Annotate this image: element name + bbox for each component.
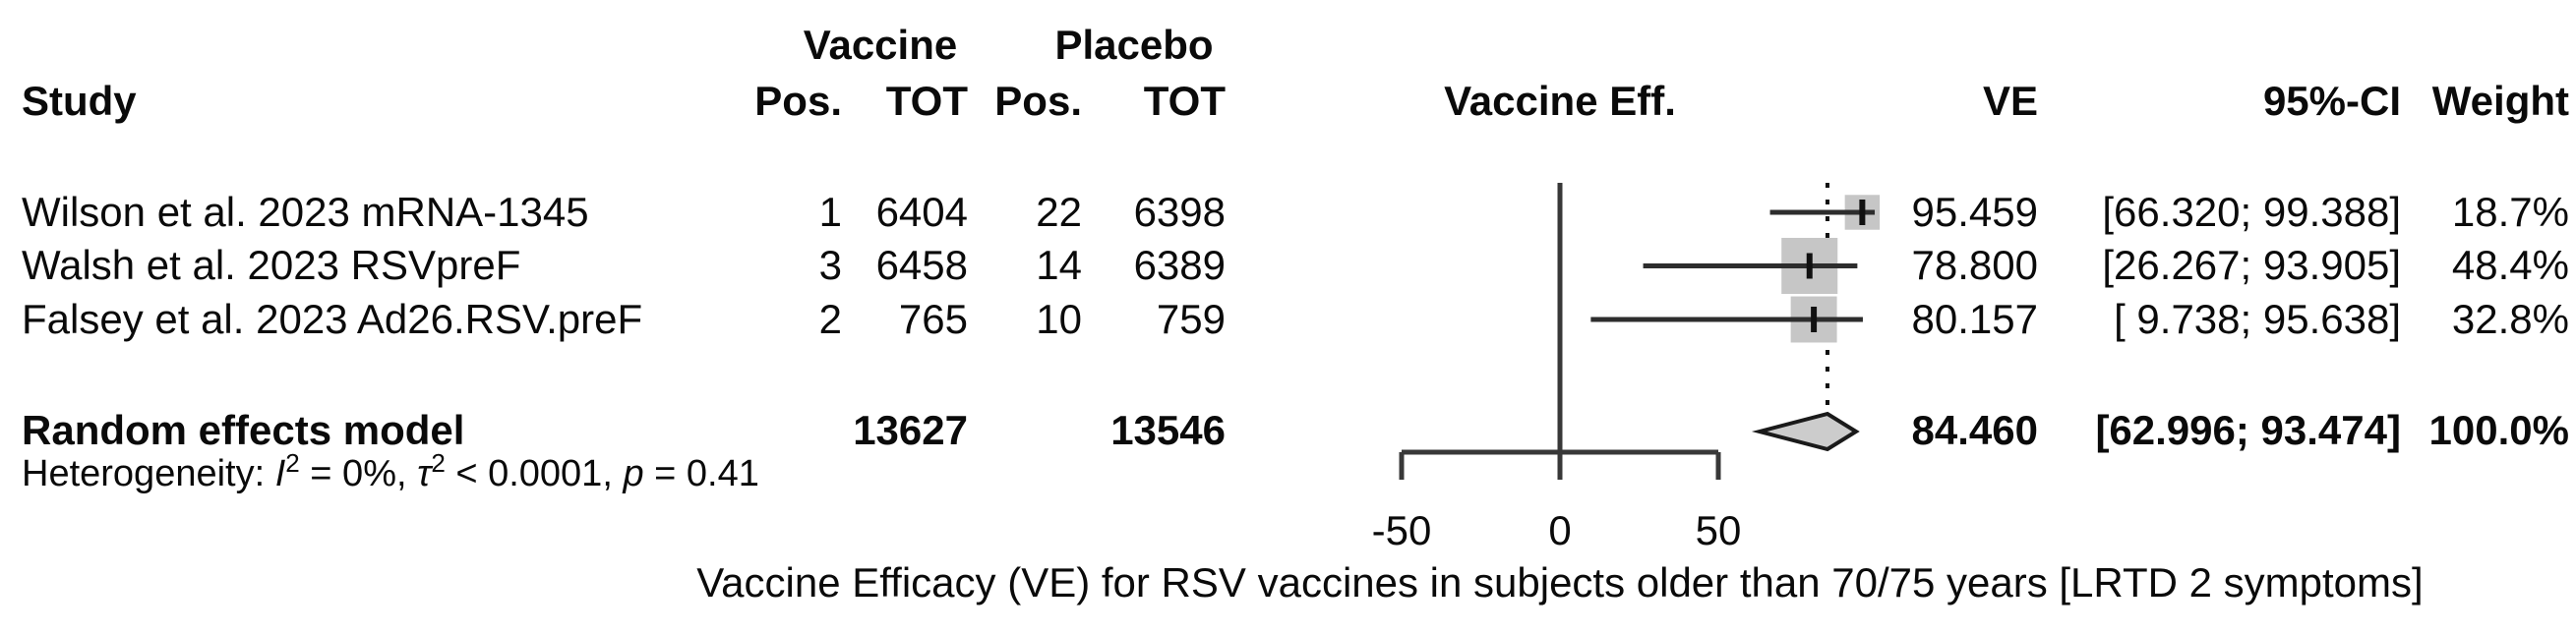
- ve-value: 80.157: [1911, 296, 2038, 342]
- ve-value: 95.459: [1911, 189, 2038, 235]
- plot-column-header: Vaccine Eff.: [1444, 78, 1676, 124]
- placebo-group-header: Placebo: [1054, 22, 1214, 68]
- weight-column-header: Weight: [2431, 78, 2569, 124]
- vaccine-tot: 6404: [875, 189, 968, 235]
- heterogeneity-text-part: < 0.0001,: [445, 453, 624, 494]
- summary-ve-value: 84.460: [1911, 407, 2038, 453]
- placebo-tot: 759: [1156, 296, 1226, 342]
- study-name: Wilson et al. 2023 mRNA-1345: [22, 189, 589, 235]
- weight-value: 48.4%: [2451, 242, 2569, 288]
- summary-weight-value: 100.0%: [2428, 407, 2569, 453]
- ci-value: [ 9.738; 95.638]: [2114, 296, 2401, 342]
- vaccine-group-header: Vaccine: [803, 22, 958, 68]
- heterogeneity-text-part: 2: [431, 448, 446, 478]
- placebo-pos: 10: [1036, 296, 1082, 342]
- summary-vaccine-tot: 13627: [853, 407, 968, 453]
- placebo-pos: 22: [1036, 189, 1082, 235]
- weight-value: 18.7%: [2451, 189, 2569, 235]
- ci-value: [26.267; 93.905]: [2102, 242, 2401, 288]
- pooled-diamond: [1751, 411, 1860, 452]
- heterogeneity-text-part: = 0%,: [299, 453, 418, 494]
- weight-value: 32.8%: [2451, 296, 2569, 342]
- placebo-pos: 14: [1036, 242, 1082, 288]
- x-axis-tick-label: 50: [1695, 507, 1742, 553]
- heterogeneity-text-part: τ: [417, 453, 432, 494]
- heterogeneity-note: Heterogeneity: I2 = 0%, τ2 < 0.0001, p =…: [22, 450, 1104, 495]
- study-name: Walsh et al. 2023 RSVpreF: [22, 242, 521, 288]
- ve-column-header: VE: [1982, 78, 2038, 124]
- placebo-pos-column-header: Pos.: [994, 78, 1082, 124]
- vaccine-tot: 6458: [875, 242, 968, 288]
- placebo-tot: 6398: [1133, 189, 1226, 235]
- ci-column-header: 95%-CI: [2262, 78, 2401, 124]
- heterogeneity-text-part: Heterogeneity:: [22, 453, 275, 494]
- x-axis-caption: Vaccine Efficacy (VE) for RSV vaccines i…: [696, 559, 2424, 606]
- vaccine-tot-column-header: TOT: [885, 78, 968, 124]
- placebo-tot: 6389: [1133, 242, 1226, 288]
- vaccine-pos-column-header: Pos.: [754, 78, 842, 124]
- study-column-header: Study: [22, 78, 137, 124]
- ve-value: 78.800: [1911, 242, 2038, 288]
- summary-ci-value: [62.996; 93.474]: [2095, 407, 2401, 453]
- x-axis-tick-label: -50: [1371, 507, 1432, 553]
- vaccine-pos: 1: [818, 189, 842, 235]
- placebo-tot-column-header: TOT: [1143, 78, 1226, 124]
- vaccine-pos: 3: [818, 242, 842, 288]
- heterogeneity-text-part: I: [274, 453, 286, 494]
- x-axis-tick-label: 0: [1548, 507, 1572, 553]
- heterogeneity-text-part: 2: [285, 448, 300, 478]
- heterogeneity-text-part: = 0.41: [643, 453, 759, 494]
- heterogeneity-text-part: p: [623, 453, 644, 494]
- ci-value: [66.320; 99.388]: [2102, 189, 2401, 235]
- vaccine-tot: 765: [898, 296, 968, 342]
- summary-placebo-tot: 13546: [1110, 407, 1226, 453]
- study-name: Falsey et al. 2023 Ad26.RSV.preF: [22, 296, 643, 342]
- vaccine-pos: 2: [818, 296, 842, 342]
- summary-label: Random effects model: [22, 407, 465, 453]
